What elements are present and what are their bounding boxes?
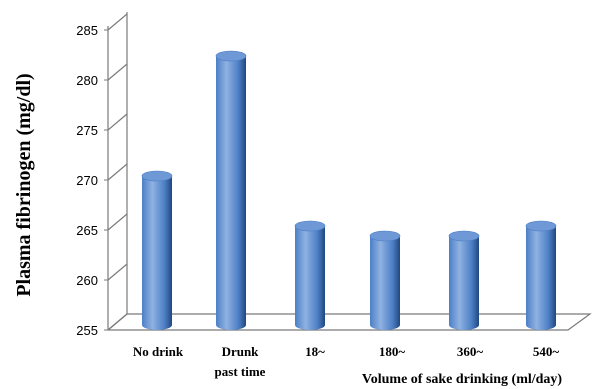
bar-top	[294, 220, 326, 232]
bars	[141, 50, 557, 330]
y-tick-label: 280	[76, 73, 98, 88]
y-tick-connector-285	[107, 13, 128, 31]
bar	[448, 230, 480, 330]
x-tick-label: Drunk	[222, 344, 260, 359]
bar-body	[370, 236, 400, 330]
y-tick-label: 270	[76, 173, 98, 188]
bar-body	[295, 226, 325, 330]
bar-top	[525, 220, 557, 232]
y-axis: 255 260 265 270 275 280 285	[76, 13, 128, 338]
y-tick-connector-280	[107, 63, 128, 81]
bar-body	[142, 176, 172, 330]
y-tick-connector-270	[107, 163, 128, 181]
bar-top	[448, 230, 480, 242]
y-tick-label: 255	[76, 323, 98, 338]
bar	[369, 230, 401, 330]
x-axis-title: Volume of sake drinking (ml/day)	[362, 372, 563, 387]
y-tick-connector-255	[107, 313, 128, 331]
bar-top	[215, 50, 247, 62]
x-tick-label: No drink	[133, 344, 184, 359]
y-tick-label: 285	[76, 23, 98, 38]
bar	[294, 220, 326, 330]
x-tick-label: past time	[215, 364, 266, 379]
y-tick-label: 260	[76, 273, 98, 288]
y-tick-connector-260	[107, 263, 128, 281]
y-tick-label: 265	[76, 223, 98, 238]
x-axis-categories: No drink Drunk past time 18~ 180~ 360~ 540~	[133, 344, 559, 379]
bar	[215, 50, 247, 330]
bar	[525, 220, 557, 330]
x-tick-label: 18~	[305, 344, 325, 359]
chart-frame	[107, 12, 592, 331]
bar-body	[449, 236, 479, 330]
bar	[141, 170, 173, 330]
bar-body	[216, 56, 246, 330]
bar-top	[141, 170, 173, 182]
floor	[107, 313, 592, 331]
y-tick-label: 275	[76, 123, 98, 138]
y-tick-connector-265	[107, 213, 128, 231]
y-axis-title: Plasma fibrinogen (mg/dl)	[13, 73, 35, 296]
x-tick-label: 540~	[533, 344, 560, 359]
bar-top	[369, 230, 401, 242]
y-tick-connector-275	[107, 113, 128, 131]
x-tick-label: 360~	[457, 344, 484, 359]
x-tick-label: 180~	[379, 344, 406, 359]
bar-body	[526, 226, 556, 330]
